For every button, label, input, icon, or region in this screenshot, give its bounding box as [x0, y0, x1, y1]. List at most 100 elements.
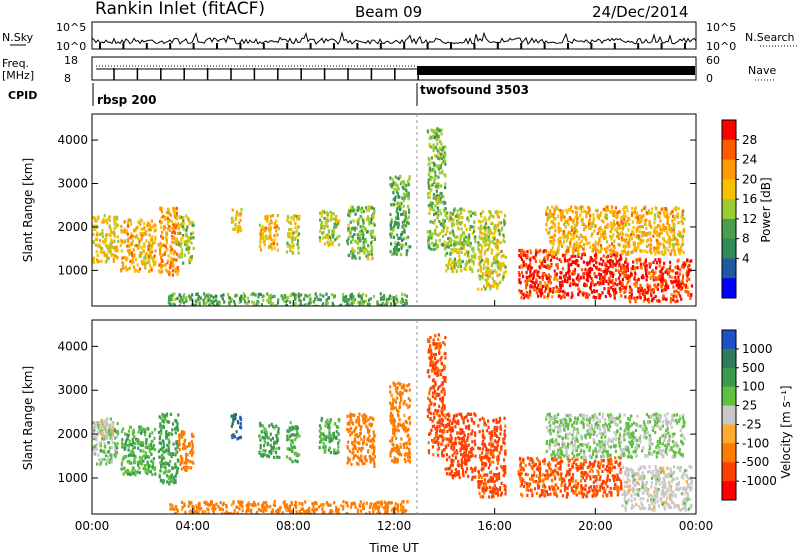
echo-cell [635, 227, 638, 231]
echo-cell [658, 274, 661, 278]
echo-cell [480, 247, 483, 251]
echo-cell [571, 210, 574, 214]
echo-cell [180, 430, 183, 434]
echo-cell [644, 259, 647, 263]
echo-cell [140, 462, 143, 466]
echo-cell [469, 224, 472, 229]
echo-cell [338, 219, 341, 223]
echo-cell [587, 222, 591, 226]
echo-cell [608, 286, 611, 290]
echo-cell [631, 266, 635, 270]
echo-cell [207, 293, 210, 297]
echo-cell [361, 247, 364, 251]
echo-cell [493, 279, 496, 284]
echo-cell [457, 226, 460, 230]
echo-cell [112, 253, 115, 257]
echo-cell [356, 251, 359, 255]
echo-cell [435, 138, 438, 142]
echo-cell [145, 441, 148, 445]
echo-cell [649, 291, 653, 295]
echo-cell [434, 154, 437, 158]
echo-cell [479, 231, 482, 235]
echo-cell [263, 440, 266, 444]
echo-cell [491, 240, 494, 244]
echo-cell [114, 455, 117, 459]
echo-cell [188, 246, 191, 250]
echo-cell [192, 246, 195, 250]
echo-cell [633, 282, 636, 286]
echo-cell [654, 206, 657, 210]
echo-cell [334, 451, 338, 455]
echo-cell [520, 271, 523, 275]
echo-cell [397, 422, 400, 426]
echo-cell [557, 248, 560, 252]
echo-cell [605, 250, 608, 254]
echo-cell [168, 297, 171, 302]
echo-cell [212, 300, 215, 304]
echo-cell [592, 219, 595, 223]
echo-cell [269, 218, 272, 223]
echo-cell [391, 420, 394, 424]
echo-cell [434, 134, 437, 138]
echo-cell [676, 279, 679, 283]
echo-cell [362, 417, 365, 421]
echo-cell [403, 230, 406, 234]
echo-cell [642, 233, 646, 237]
echo-cell [290, 433, 293, 437]
echo-cell [639, 292, 642, 296]
echo-cell [109, 227, 112, 231]
echo-cell [407, 235, 410, 239]
echo-cell [566, 211, 569, 215]
echo-region-0 [92, 421, 120, 466]
echo-cell [466, 251, 469, 255]
echo-cell [188, 261, 191, 265]
echo-cell [626, 268, 629, 272]
echo-cell [131, 471, 134, 475]
echo-cell [139, 441, 142, 445]
echo-cell [538, 259, 542, 263]
echo-cell [676, 238, 679, 243]
echo-cell [541, 277, 544, 281]
echo-cell [230, 297, 234, 301]
echo-cell [138, 239, 141, 243]
echo-cell [572, 278, 575, 282]
echo-cell [134, 442, 137, 446]
echo-cell [185, 234, 188, 238]
echo-cell [261, 295, 264, 299]
echo-cell [242, 292, 245, 296]
echo-region-15 [545, 205, 686, 257]
echo-cell [171, 273, 175, 277]
echo-cell [630, 296, 633, 300]
echo-cell [623, 210, 626, 214]
echo-cell [190, 220, 193, 224]
echo-cell [554, 252, 558, 256]
echo-cell [138, 267, 141, 271]
echo-cell [174, 431, 177, 435]
echo-cell [520, 257, 524, 261]
echo-cell [186, 239, 190, 243]
echo-cell [392, 248, 396, 252]
echo-cell [162, 481, 165, 485]
echo-cell [610, 235, 614, 239]
echo-cell [535, 278, 538, 282]
echo-cell [405, 188, 408, 193]
echo-cell [623, 249, 626, 253]
echo-cell [178, 255, 181, 259]
echo-cell [434, 170, 437, 174]
echo-cell [178, 243, 181, 247]
echo-cell [176, 428, 180, 432]
echo-cell [455, 240, 459, 245]
echo-cell [276, 233, 279, 237]
echo-cell [487, 262, 490, 266]
echo-cell [324, 224, 327, 228]
echo-cell [185, 468, 188, 473]
freq-unit: [MHz] [2, 69, 34, 82]
echo-cell [114, 436, 117, 440]
echo-cell [275, 455, 279, 459]
echo-cell [101, 449, 104, 454]
echo-cell [430, 128, 433, 132]
echo-cell [139, 449, 142, 453]
echo-cell [546, 219, 549, 223]
echo-cell [188, 222, 191, 226]
echo-cell [479, 220, 482, 224]
